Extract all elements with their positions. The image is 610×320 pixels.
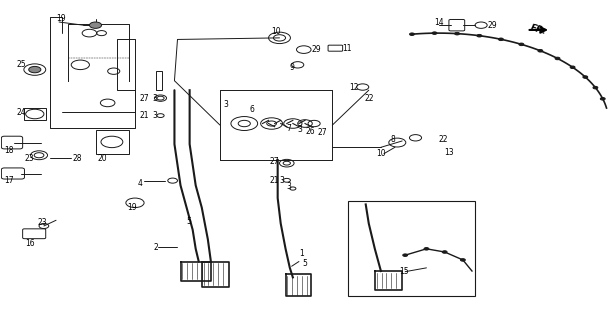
Text: 22: 22 [365,94,374,103]
Circle shape [538,50,543,52]
Text: 25: 25 [16,60,26,69]
Text: 3: 3 [152,94,157,103]
Text: 21: 21 [140,111,149,120]
Circle shape [432,32,437,35]
Circle shape [424,248,429,250]
Circle shape [90,22,102,28]
Text: 3: 3 [152,111,157,120]
Text: 19: 19 [56,14,66,23]
Circle shape [555,57,560,60]
Circle shape [442,251,447,253]
Circle shape [570,66,575,68]
Text: 6: 6 [249,105,254,114]
Text: 23: 23 [38,218,48,227]
Text: 2: 2 [153,243,158,252]
Circle shape [583,76,587,78]
Circle shape [403,254,407,256]
Text: 18: 18 [4,146,14,155]
Circle shape [477,35,482,37]
Text: 5: 5 [187,217,192,226]
Text: 28: 28 [73,154,82,163]
Text: 4: 4 [138,179,143,188]
Text: 7: 7 [287,124,292,133]
Text: 12: 12 [349,83,358,92]
Text: 24: 24 [16,108,26,117]
Bar [348,201,475,296]
Bar [96,130,129,154]
Text: 15: 15 [399,267,409,276]
Circle shape [454,32,459,35]
Text: 26: 26 [305,127,315,136]
Circle shape [600,98,605,100]
Text: 13: 13 [445,148,454,156]
Text: 3: 3 [287,181,292,190]
Text: 23: 23 [24,154,34,163]
Text: 8: 8 [390,135,395,144]
Text: 17: 17 [4,176,14,185]
Text: 27: 27 [140,94,149,103]
Text: 27: 27 [317,128,327,137]
Text: 14: 14 [434,18,443,27]
Text: FR.: FR. [529,23,548,36]
Text: 29: 29 [487,21,497,30]
Text: 3: 3 [279,176,284,185]
Text: 27: 27 [270,157,279,166]
Bar [24,108,46,120]
Text: 3: 3 [223,100,228,109]
Circle shape [409,33,414,36]
Text: 10: 10 [271,27,281,36]
Text: 21: 21 [270,176,279,185]
Text: 5: 5 [303,259,307,268]
Text: 16: 16 [26,239,35,248]
Circle shape [29,67,41,73]
Text: 29: 29 [311,45,321,54]
Text: 1: 1 [299,249,304,258]
Circle shape [519,43,524,46]
Text: 22: 22 [439,135,448,144]
Text: 11: 11 [343,44,352,53]
Circle shape [461,259,465,261]
Text: 20: 20 [98,154,107,163]
Text: 3: 3 [297,125,302,134]
Text: 19: 19 [127,203,137,212]
Circle shape [498,38,503,41]
Text: 9: 9 [290,63,295,72]
Circle shape [593,86,598,89]
Text: 10: 10 [376,149,386,158]
